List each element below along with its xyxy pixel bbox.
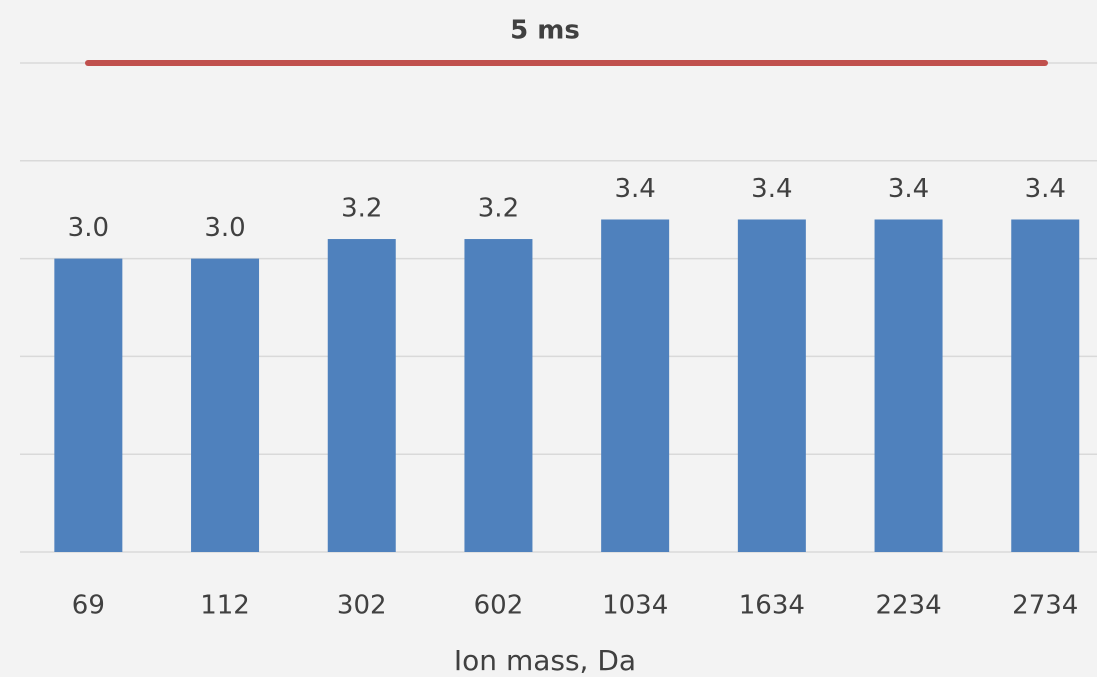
- bar: [54, 258, 123, 552]
- x-tick-label: 302: [337, 591, 387, 621]
- value-label: 3.2: [478, 194, 519, 224]
- x-tick-label: 112: [200, 591, 250, 621]
- bar: [327, 239, 396, 553]
- reference-label: 5 ms: [510, 16, 580, 46]
- bar: [1011, 219, 1080, 553]
- x-axis-title: Ion mass, Da: [454, 644, 636, 677]
- value-label: 3.4: [1025, 174, 1066, 204]
- x-tick-label: 602: [474, 591, 524, 621]
- value-label: 3.4: [614, 174, 655, 204]
- value-label: 3.0: [204, 213, 245, 243]
- x-tick-label: 2234: [875, 591, 941, 621]
- x-tick-label: 1634: [739, 591, 805, 621]
- value-label: 3.0: [68, 213, 109, 243]
- value-label: 3.4: [888, 174, 929, 204]
- value-label: 3.2: [341, 194, 382, 224]
- bar: [601, 219, 670, 553]
- bar: [191, 258, 260, 552]
- bar: [874, 219, 943, 553]
- bar: [464, 239, 533, 553]
- x-tick-label: 69: [72, 591, 105, 621]
- value-label: 3.4: [751, 174, 792, 204]
- x-tick-label: 1034: [602, 591, 668, 621]
- x-tick-label: 2734: [1012, 591, 1078, 621]
- bar: [737, 219, 806, 553]
